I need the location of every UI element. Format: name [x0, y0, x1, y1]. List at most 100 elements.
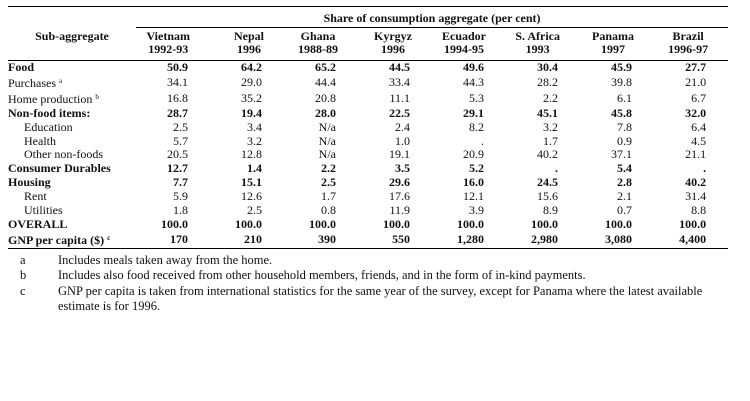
- table-row: Rent 5.9 12.6 1.7 17.6 12.1 15.6 2.1 31.4: [8, 189, 728, 204]
- note-text: Includes also food received from other h…: [58, 268, 586, 283]
- cell-value: 7.7: [173, 175, 188, 190]
- cell-value: 1,280: [457, 231, 484, 246]
- cell-value: 19.1: [389, 147, 410, 162]
- cell-value: 1.7: [321, 189, 336, 204]
- country-head: Nepal 1996: [210, 27, 284, 61]
- row-label: Education: [8, 120, 136, 135]
- cell-value: 6.1: [617, 90, 632, 105]
- cell-value: 64.2: [241, 60, 262, 74]
- cell-value: 5.3: [469, 90, 484, 105]
- country-name: Ghana: [300, 29, 336, 43]
- cell-value: 7.8: [617, 119, 632, 134]
- row-label: Non-food items:: [8, 106, 136, 121]
- table-row: Utilities 1.8 2.5 0.8 11.9 3.9 8.9 0.7 8.8: [8, 203, 728, 218]
- cell-value: 1.0: [395, 133, 410, 148]
- cell-value: 12.6: [241, 189, 262, 204]
- cell-value: 5.2: [469, 161, 484, 176]
- data-table: Share of consumption aggregate (per cent…: [8, 6, 729, 249]
- cell-value: 20.5: [167, 147, 188, 162]
- table-row: Consumer Durables 12.7 1.4 2.2 3.5 5.2. 5.4.: [8, 161, 728, 176]
- cell-value: N/a: [318, 147, 336, 162]
- country-head-text: Nepal 1996: [234, 30, 264, 56]
- cell-value: 29.1: [463, 105, 484, 120]
- table-row: Housing 7.7 15.1 2.5 29.6 16.0 24.5 2.8 40.2: [8, 175, 728, 190]
- cell-value: 2,980: [531, 231, 558, 246]
- cell-value: 33.4: [389, 74, 410, 89]
- row-label-text: Other non-foods: [24, 147, 103, 162]
- cell-value: 3.5: [395, 161, 410, 176]
- note-text: GNP per capita is taken from internation…: [58, 283, 703, 314]
- cell-value: N/a: [318, 133, 336, 148]
- note-row: a Includes meals taken away from the home…: [8, 253, 728, 269]
- note-key: c: [20, 283, 26, 298]
- cell-value: 45.9: [611, 60, 632, 74]
- cell-value: 0.7: [617, 203, 632, 218]
- country-head-text: Brazil 1996-97: [668, 30, 708, 56]
- cell-value: 16.8: [167, 90, 188, 105]
- country-years: 1993: [525, 42, 550, 56]
- cell-value: .: [703, 161, 707, 176]
- table-row: Food 50.9 64.2 65.2 44.5 49.6 30.4 45.9 27.7: [8, 60, 728, 75]
- country-head: Ghana 1988-89: [284, 27, 358, 61]
- row-label: OVERALL: [8, 216, 136, 232]
- cell-value: 1.4: [247, 161, 262, 176]
- cell-value: 28.2: [537, 74, 558, 89]
- cell-value: .: [481, 133, 484, 148]
- country-head: Vietnam 1992-93: [136, 27, 210, 61]
- cell-value: 40.2: [685, 175, 707, 190]
- row-label-text: Health: [24, 133, 56, 148]
- cell-value: 8.8: [691, 203, 707, 218]
- table-row: Other non-foods 20.5 12.8 N/a 19.1 20.9 40.2 37…: [8, 147, 728, 162]
- cell-value: 100.0: [531, 216, 558, 231]
- cell-value: 3.2: [247, 133, 262, 148]
- row-label: Utilities: [8, 203, 136, 218]
- table-row: Education 2.5 3.4 N/a 2.4 8.2 3.2 7.8 6.4: [8, 119, 728, 135]
- cell-value: 100.0: [605, 216, 632, 231]
- country-years: 1992-93: [148, 42, 189, 56]
- row-label: Consumer Durables: [8, 161, 136, 176]
- cell-value: 44.4: [315, 74, 336, 89]
- cell-value: 45.1: [537, 105, 558, 120]
- country-name: Vietnam: [146, 29, 190, 43]
- table-row: OVERALL 100.0 100.0 100.0 100.0 100.0 100.0 100…: [8, 216, 728, 232]
- row-label: Rent: [8, 189, 136, 204]
- cell-value: 4,400: [679, 231, 707, 246]
- cell-value: 65.2: [315, 60, 336, 74]
- country-head: Kyrgyz 1996: [358, 27, 432, 61]
- cell-value: .: [555, 161, 558, 176]
- cell-value: 5.9: [173, 189, 188, 204]
- cell-value: 550: [392, 231, 410, 246]
- cell-value: 390: [318, 231, 336, 246]
- row-label: Food: [8, 60, 136, 75]
- cell-value: 21.1: [685, 147, 707, 162]
- cell-value: 3.4: [247, 119, 262, 134]
- row-label-text: Rent: [24, 189, 47, 204]
- cell-value: 37.1: [611, 147, 632, 162]
- cell-value: 12.8: [241, 147, 262, 162]
- cell-value: 2.4: [395, 119, 410, 134]
- country-name: Nepal: [234, 29, 264, 43]
- country-head: Brazil 1996-97: [654, 27, 729, 61]
- table-row: Purchases a 34.1 29.0 44.4 33.4 44.3 28.2 39.8 21…: [8, 75, 728, 91]
- cell-value: 28.0: [315, 105, 336, 120]
- cell-value: 20.9: [463, 147, 484, 162]
- country-head: Panama 1997: [580, 27, 654, 61]
- country-years: 1996: [237, 42, 261, 56]
- cell-value: 4.5: [691, 133, 707, 148]
- row-label-text: OVERALL: [8, 216, 68, 231]
- country-head-text: Kyrgyz 1996: [374, 30, 412, 56]
- cell-value: 3.9: [469, 203, 484, 218]
- cell-value: 2.5: [321, 175, 336, 190]
- cell-value: 39.8: [611, 74, 632, 89]
- cell-value: 50.9: [167, 60, 188, 74]
- cell-value: 44.5: [389, 60, 410, 74]
- cell-value: 8.9: [543, 203, 558, 218]
- country-head-text: Vietnam 1992-93: [146, 30, 190, 56]
- row-label: Home production b: [8, 91, 136, 107]
- note-row: c GNP per capita is taken from internatio…: [8, 284, 728, 315]
- note-marker: b: [95, 92, 99, 101]
- row-label-text: Utilities: [24, 203, 63, 218]
- cell-value: 2.8: [617, 175, 632, 190]
- country-head-text: Ghana 1988-89: [298, 30, 338, 56]
